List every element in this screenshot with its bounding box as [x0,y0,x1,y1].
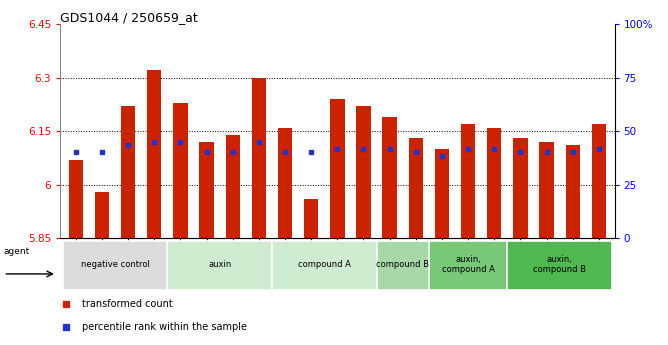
Bar [173,102,188,238]
Bar [383,117,397,238]
Text: negative control: negative control [81,260,150,269]
Text: compound B: compound B [376,260,430,269]
Bar [513,138,528,238]
Bar [278,128,292,238]
Bar [226,135,240,238]
Bar [199,142,214,238]
Bar [95,192,109,238]
Bar [461,124,476,238]
FancyBboxPatch shape [429,241,507,290]
Text: compound A: compound A [298,260,351,269]
Text: auxin,
compound A: auxin, compound A [442,255,494,274]
Bar [69,160,83,238]
Text: auxin: auxin [208,260,231,269]
Bar [487,128,502,238]
FancyBboxPatch shape [507,241,612,290]
Bar [539,142,554,238]
Bar [435,149,449,238]
Text: transformed count: transformed count [82,299,173,309]
FancyBboxPatch shape [377,241,429,290]
Text: percentile rank within the sample: percentile rank within the sample [82,322,247,332]
Bar [566,145,580,238]
Bar [592,124,606,238]
Text: auxin,
compound B: auxin, compound B [533,255,586,274]
Text: GDS1044 / 250659_at: GDS1044 / 250659_at [60,11,198,24]
FancyBboxPatch shape [272,241,377,290]
Bar [356,106,371,238]
FancyBboxPatch shape [168,241,272,290]
FancyBboxPatch shape [63,241,168,290]
Bar [252,78,266,238]
Bar [304,199,319,238]
Bar [330,99,345,238]
Bar [409,138,423,238]
Text: agent: agent [3,247,29,256]
Bar [147,70,162,238]
Bar [121,106,136,238]
